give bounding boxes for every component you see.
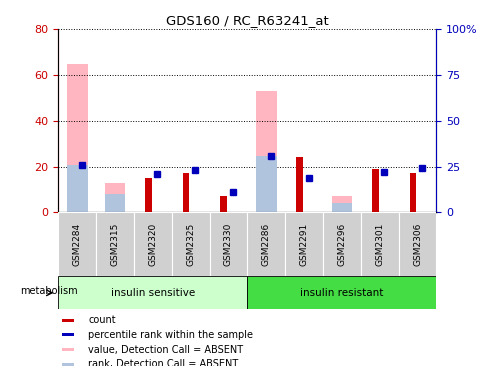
Bar	[62, 333, 75, 336]
Bar	[285, 212, 322, 276]
Bar	[145, 178, 151, 212]
Bar	[105, 194, 125, 212]
Bar	[171, 212, 209, 276]
Text: GSM2301: GSM2301	[375, 223, 383, 266]
Text: GSM2330: GSM2330	[224, 223, 232, 266]
Text: percentile rank within the sample: percentile rank within the sample	[88, 330, 253, 340]
Bar	[247, 276, 436, 309]
Bar	[296, 157, 302, 212]
Text: metabolism: metabolism	[20, 286, 78, 296]
Bar	[220, 196, 227, 212]
Bar	[58, 212, 96, 276]
Bar	[322, 212, 360, 276]
Bar	[105, 183, 125, 212]
Text: GSM2286: GSM2286	[261, 223, 270, 266]
Text: GSM2320: GSM2320	[148, 223, 157, 266]
Text: GSM2306: GSM2306	[412, 223, 421, 266]
Bar	[96, 212, 134, 276]
Bar	[409, 173, 416, 212]
Bar	[134, 212, 171, 276]
Bar	[371, 169, 378, 212]
Bar	[247, 212, 285, 276]
Text: insulin resistant: insulin resistant	[300, 288, 383, 298]
Text: GSM2291: GSM2291	[299, 223, 308, 266]
Text: GSM2315: GSM2315	[110, 223, 119, 266]
Bar	[182, 173, 189, 212]
Bar	[331, 203, 351, 212]
Bar	[67, 64, 87, 212]
Text: count: count	[88, 315, 116, 325]
Text: rank, Detection Call = ABSENT: rank, Detection Call = ABSENT	[88, 359, 238, 366]
Text: insulin sensitive: insulin sensitive	[110, 288, 195, 298]
Bar	[256, 91, 276, 212]
Bar	[398, 212, 436, 276]
Text: GSM2284: GSM2284	[73, 223, 81, 266]
Bar	[331, 196, 351, 212]
Bar	[62, 363, 75, 366]
Bar	[209, 212, 247, 276]
Bar	[62, 348, 75, 351]
Bar	[58, 276, 247, 309]
Text: GSM2296: GSM2296	[337, 223, 346, 266]
Bar	[360, 212, 398, 276]
Bar	[67, 165, 87, 212]
Bar	[256, 156, 276, 212]
Text: value, Detection Call = ABSENT: value, Detection Call = ABSENT	[88, 344, 243, 355]
Text: GSM2325: GSM2325	[186, 223, 195, 266]
Title: GDS160 / RC_R63241_at: GDS160 / RC_R63241_at	[166, 14, 328, 27]
Bar	[62, 319, 75, 322]
